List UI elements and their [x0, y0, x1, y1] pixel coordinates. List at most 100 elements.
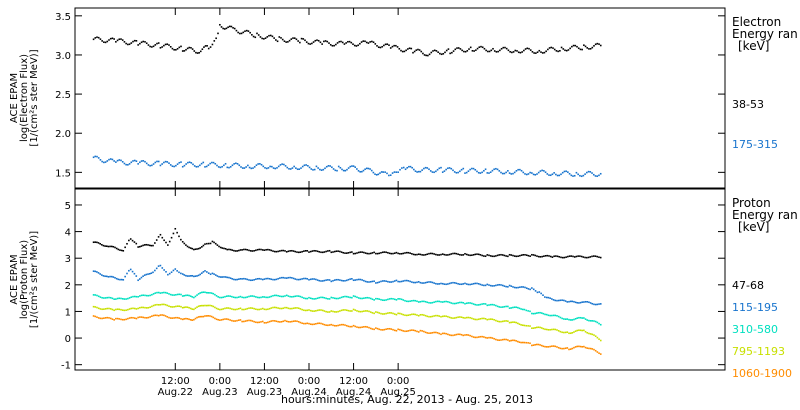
data-point: [531, 344, 533, 347]
x-tick-time: 12:00: [339, 376, 368, 387]
data-point: [508, 284, 511, 287]
data-point: [414, 281, 417, 284]
data-point: [564, 331, 567, 334]
data-point: [96, 316, 98, 318]
data-point: [194, 275, 197, 277]
data-point: [138, 245, 141, 248]
data-point: [351, 251, 353, 253]
data-point: [282, 249, 285, 252]
data-point: [323, 279, 326, 282]
data-point: [483, 169, 485, 172]
data-point: [338, 40, 341, 43]
data-point: [489, 318, 492, 320]
data-point: [99, 296, 102, 298]
data-point: [251, 295, 254, 297]
data-point: [304, 322, 307, 325]
data-point: [321, 43, 323, 45]
data-point: [357, 251, 360, 254]
data-point: [282, 307, 285, 310]
data-point: [130, 316, 133, 319]
data-point: [445, 283, 447, 286]
data-point: [528, 47, 530, 50]
data-point: [212, 305, 215, 308]
data-point: [489, 171, 492, 173]
data-point: [387, 328, 389, 330]
data-point: [553, 48, 556, 51]
data-point: [379, 172, 381, 174]
data-point: [588, 347, 590, 350]
data-point: [389, 174, 392, 176]
data-point: [114, 277, 116, 279]
data-point: [440, 333, 442, 336]
data-point: [169, 317, 172, 319]
data-point: [464, 172, 466, 174]
data-point: [246, 278, 249, 281]
data-point: [178, 305, 181, 308]
data-point: [423, 330, 425, 333]
data-point: [559, 330, 562, 333]
legend-entry: 38-53: [732, 98, 764, 111]
data-point: [512, 286, 514, 288]
data-point: [410, 47, 413, 50]
data-point: [304, 297, 307, 300]
data-point: [563, 331, 565, 334]
data-point: [529, 288, 531, 291]
data-point: [397, 280, 399, 283]
data-point: [108, 158, 110, 161]
data-point: [465, 334, 468, 336]
data-point: [181, 273, 184, 275]
y-tick-label: 1: [65, 307, 71, 318]
data-point: [441, 315, 444, 318]
data-point: [347, 252, 350, 254]
data-point: [535, 52, 537, 54]
data-point: [411, 281, 413, 283]
data-point: [471, 317, 473, 320]
data-point: [426, 315, 429, 318]
data-point: [275, 278, 278, 281]
data-point: [531, 51, 534, 53]
data-point: [204, 243, 206, 245]
data-point: [495, 338, 497, 341]
data-point: [393, 280, 396, 282]
data-point: [592, 173, 595, 176]
data-point: [164, 43, 167, 46]
data-point: [581, 317, 584, 319]
data-point: [332, 251, 334, 253]
data-point: [333, 279, 336, 281]
data-point: [320, 322, 322, 325]
data-point: [388, 281, 391, 283]
data-point: [237, 319, 240, 322]
data-point: [299, 295, 302, 298]
data-point: [400, 280, 403, 283]
data-point: [96, 294, 98, 297]
data-point: [375, 174, 378, 176]
data-point: [551, 345, 553, 348]
data-point: [495, 255, 497, 257]
data-point: [239, 249, 242, 251]
data-point: [371, 280, 374, 283]
data-point: [116, 39, 119, 42]
data-point: [574, 330, 577, 332]
data-point: [111, 308, 114, 311]
data-point: [287, 307, 290, 310]
data-point: [596, 303, 599, 306]
data-point: [581, 329, 584, 332]
data-point: [318, 322, 321, 325]
data-point: [453, 282, 456, 284]
data-point: [552, 328, 555, 331]
data-point: [306, 297, 309, 300]
data-point: [464, 252, 466, 255]
data-point: [287, 276, 290, 279]
data-point: [480, 45, 482, 48]
data-point: [345, 295, 348, 298]
data-point: [180, 45, 182, 48]
data-point: [371, 40, 373, 43]
data-point: [265, 248, 267, 251]
data-point: [278, 36, 281, 38]
data-point: [541, 169, 543, 172]
data-point: [92, 241, 95, 244]
data-point: [104, 245, 106, 247]
data-point: [405, 49, 407, 52]
data-point: [359, 297, 362, 300]
data-point: [145, 162, 148, 165]
